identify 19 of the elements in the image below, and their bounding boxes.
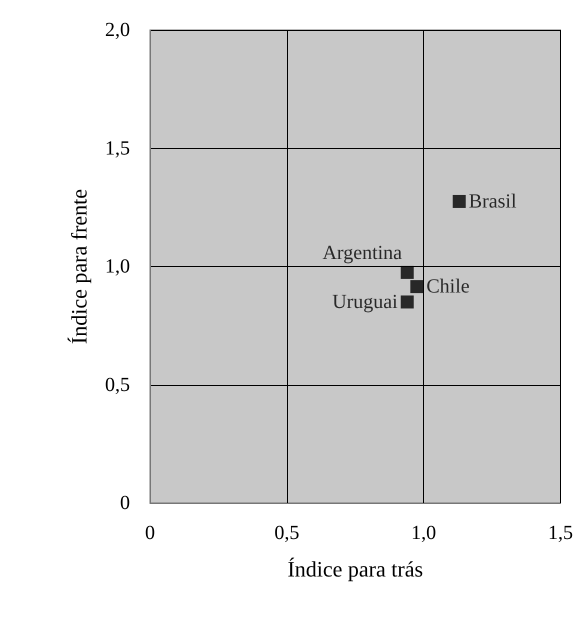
- y-axis-title: Índice para frente: [66, 188, 92, 344]
- x-tick-label: 1,5: [548, 522, 573, 544]
- x-axis-title: Índice para trás: [287, 556, 424, 582]
- point: [452, 194, 466, 208]
- series-label: Argentina: [322, 242, 402, 264]
- point: [400, 266, 414, 279]
- x-tick-label: 0: [145, 522, 155, 544]
- y-tick-label: 1,5: [105, 137, 130, 160]
- series-label: Uruguai: [332, 290, 398, 313]
- point: [400, 295, 414, 308]
- y-tick-label: 1,0: [105, 256, 130, 278]
- y-tick-label: 2,0: [105, 19, 130, 41]
- series-label: Brasil: [468, 190, 517, 212]
- y-tick-label: 0: [120, 492, 130, 514]
- series-label: Chile: [426, 276, 470, 298]
- y-tick-label: 0,5: [105, 374, 130, 396]
- x-tick-label: 1,0: [411, 522, 436, 544]
- x-tick-label: 0,5: [274, 522, 300, 544]
- point: [410, 280, 424, 294]
